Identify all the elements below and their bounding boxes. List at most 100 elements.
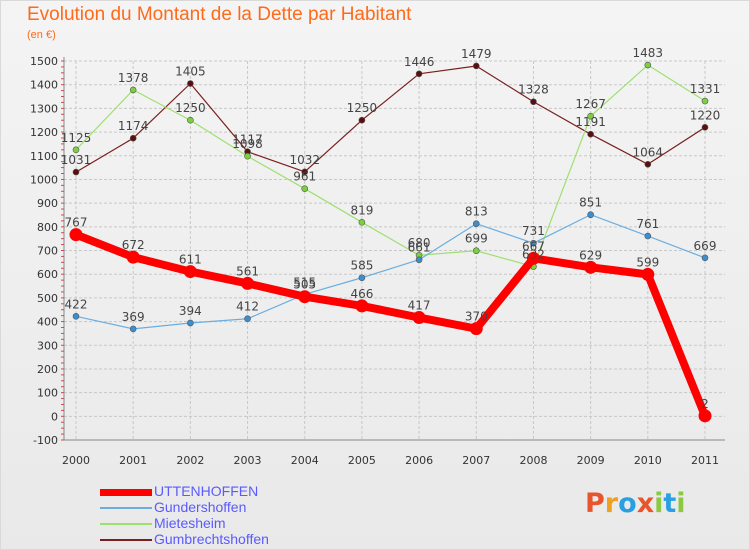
data-label-uttenhoffen: 611	[179, 253, 202, 267]
legend-item: Mietesheim	[100, 515, 360, 532]
y-tick-label: 800	[37, 221, 58, 234]
x-tick-label: 2010	[634, 454, 662, 467]
data-label-mietesheim: 699	[465, 232, 488, 246]
data-label-gumbrechtshoffen: 1405	[175, 65, 206, 79]
data-label-mietesheim: 1098	[232, 137, 263, 151]
logo-letter: i	[676, 488, 686, 519]
legend-label: Mietesheim	[154, 515, 226, 531]
data-label-uttenhoffen: 370	[465, 310, 488, 324]
y-tick-label: 1500	[30, 55, 58, 68]
data-label-gundershoffen: 731	[522, 224, 545, 238]
data-label-gumbrechtshoffen: 1174	[118, 119, 149, 133]
data-label-gundershoffen: 813	[465, 205, 488, 219]
data-label-uttenhoffen: 599	[636, 255, 659, 269]
logo-letter: r	[604, 488, 619, 519]
data-point-gundershoffen	[358, 274, 366, 282]
x-tick-label: 2006	[405, 454, 433, 467]
data-point-uttenhoffen	[412, 311, 426, 325]
series-line-gumbrechtshoffen	[75, 65, 706, 173]
data-point-mietesheim	[587, 112, 594, 120]
series-line-gundershoffen	[75, 214, 706, 330]
data-point-gumbrechtshoffen	[587, 130, 594, 138]
legend-swatch	[100, 488, 152, 496]
data-point-uttenhoffen	[469, 322, 483, 336]
y-tick-label: 1400	[30, 79, 58, 92]
data-label-gundershoffen: 369	[122, 310, 145, 324]
y-tick-label: 1100	[30, 150, 58, 163]
y-tick-label: 1000	[30, 173, 58, 186]
data-label-mietesheim: 1483	[633, 46, 664, 60]
x-tick-label: 2002	[176, 454, 204, 467]
x-tick-label: 2009	[577, 454, 605, 467]
data-label-mietesheim: 1331	[690, 82, 721, 96]
logo-letter: x	[636, 488, 655, 519]
data-point-uttenhoffen	[355, 299, 369, 313]
logo-letter: P	[585, 488, 605, 519]
series-group	[69, 61, 712, 423]
data-point-mietesheim	[72, 146, 80, 154]
data-point-uttenhoffen	[298, 290, 312, 304]
logo-letter: t	[663, 488, 677, 519]
data-point-mietesheim	[644, 61, 652, 69]
data-label-gundershoffen: 422	[65, 297, 88, 311]
data-label-uttenhoffen: 417	[408, 299, 431, 313]
x-tick-label: 2008	[519, 454, 547, 467]
data-label-uttenhoffen: 466	[350, 287, 373, 301]
data-label-gundershoffen: 761	[636, 217, 659, 231]
x-tick-label: 2004	[291, 454, 319, 467]
data-label-gumbrechtshoffen: 1328	[518, 83, 549, 97]
data-label-mietesheim: 1267	[575, 97, 606, 111]
proxiti-logo: Proxiti	[585, 488, 686, 519]
data-label-mietesheim: 819	[350, 203, 373, 217]
data-point-gundershoffen	[644, 232, 652, 240]
data-label-gundershoffen: 394	[179, 304, 202, 318]
data-point-mietesheim	[358, 219, 366, 226]
series-line-mietesheim	[75, 64, 706, 268]
data-label-gundershoffen: 412	[236, 300, 259, 314]
data-label-uttenhoffen: 505	[293, 278, 316, 292]
data-label-uttenhoffen: 2	[701, 397, 709, 411]
data-point-gundershoffen	[587, 211, 594, 219]
data-label-gundershoffen: 661	[408, 241, 431, 255]
data-label-gumbrechtshoffen: 1032	[289, 153, 320, 167]
data-point-uttenhoffen	[526, 251, 540, 265]
y-tick-label: 1300	[30, 102, 58, 115]
legend-swatch	[100, 539, 152, 541]
data-label-mietesheim: 1125	[61, 131, 92, 145]
data-label-gumbrechtshoffen: 1031	[61, 153, 92, 167]
data-point-gundershoffen	[472, 220, 480, 228]
data-point-mietesheim	[472, 247, 480, 255]
axes: -100 0 100 200 300 400 500 600 700 800 900 1000 1100…	[30, 55, 725, 467]
legend-item: Gundershoffen	[100, 499, 360, 516]
data-point-gumbrechtshoffen	[129, 134, 137, 142]
legend-label: UTTENHOFFEN	[154, 483, 259, 499]
data-label-gumbrechtshoffen: 1250	[347, 101, 378, 115]
data-label-uttenhoffen: 767	[65, 216, 88, 230]
data-point-uttenhoffen	[584, 260, 598, 274]
data-point-gumbrechtshoffen	[415, 70, 423, 78]
data-label-uttenhoffen: 561	[236, 264, 259, 278]
data-labels: 1031 1174 1405 1117 1032 1250 1446 1479 1328 1191…	[61, 46, 721, 411]
y-tick-label: 100	[37, 387, 58, 400]
data-point-gumbrechtshoffen	[472, 62, 480, 70]
series-line-uttenhoffen	[72, 230, 709, 420]
y-tick-label: 700	[37, 245, 58, 258]
y-tick-label: 200	[37, 363, 58, 376]
logo-letter: i	[654, 488, 664, 519]
data-label-gundershoffen: 585	[350, 259, 373, 273]
legend-swatch	[100, 523, 152, 525]
x-tick-label: 2000	[62, 454, 90, 467]
logo-letter: o	[618, 488, 637, 519]
data-label-gundershoffen: 515	[293, 275, 316, 289]
data-point-mietesheim	[701, 97, 709, 105]
data-label-mietesheim: 961	[293, 170, 316, 184]
data-label-gumbrechtshoffen: 1064	[633, 145, 664, 159]
data-point-mietesheim	[129, 86, 137, 94]
data-point-gumbrechtshoffen	[358, 116, 366, 124]
data-point-gumbrechtshoffen	[72, 168, 80, 176]
data-point-uttenhoffen	[126, 250, 140, 264]
data-label-mietesheim: 680	[408, 236, 431, 250]
y-tick-label: 900	[37, 197, 58, 210]
data-label-gumbrechtshoffen: 1191	[575, 115, 606, 129]
data-point-uttenhoffen	[698, 409, 712, 423]
